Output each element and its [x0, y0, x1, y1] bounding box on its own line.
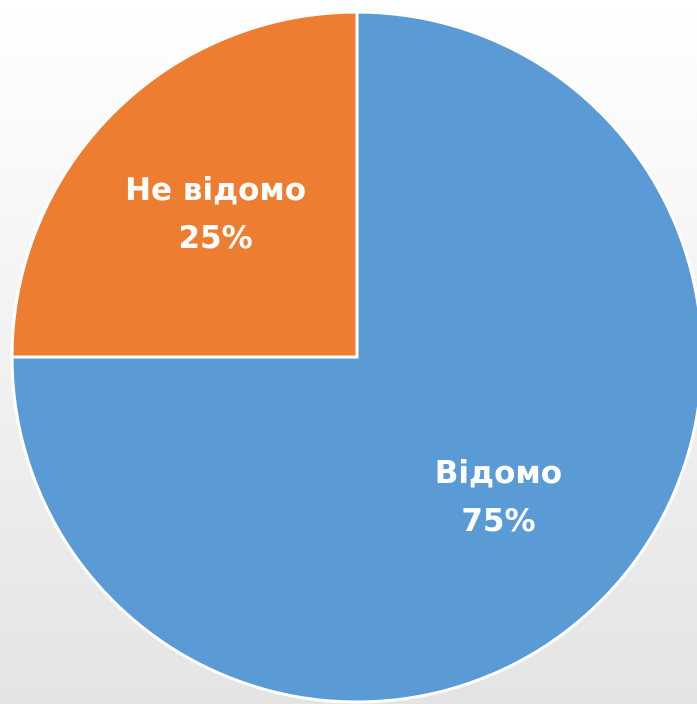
pie-slice	[10, 10, 697, 704]
slice-category-label: Відомо	[435, 455, 562, 491]
pie-slice	[10, 10, 359, 359]
slice-value-label: 75%	[461, 503, 535, 539]
slice-category-label: Не відомо	[125, 172, 306, 208]
slice-value-label: 25%	[178, 220, 252, 256]
